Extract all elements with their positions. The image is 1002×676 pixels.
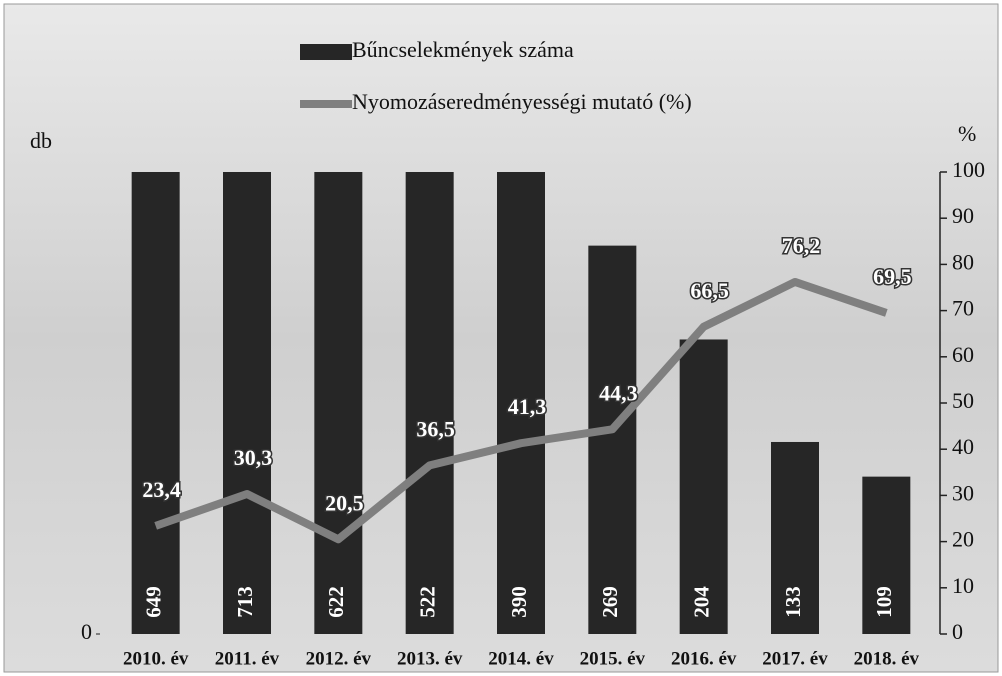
bar-value-label: 390 (507, 586, 531, 618)
plot-area (131, 172, 911, 635)
bar-value-label: 133 (781, 586, 805, 618)
y2-tick-label: 50 (952, 388, 974, 413)
y2-tick-label: 80 (952, 249, 974, 274)
y2-tick-label: 100 (952, 157, 985, 182)
bar (679, 339, 728, 634)
y2-tick-label: 30 (952, 480, 974, 505)
y2-tick-label: 20 (952, 527, 974, 552)
y2-tick-label: 90 (952, 203, 974, 228)
y-axis-label: db (30, 128, 52, 153)
line-value-label: 69,5 (873, 264, 912, 289)
y2-tick-label: 0 (952, 619, 963, 644)
bar-value-label: 204 (689, 586, 713, 618)
line-value-label: 20,5 (325, 490, 364, 515)
x-tick-label: 2017. év (762, 648, 828, 669)
y2-tick-label: 70 (952, 296, 974, 321)
bar (588, 245, 637, 634)
bar-value-label: 649 (141, 586, 165, 618)
y2-tick-label: 10 (952, 573, 974, 598)
y2-tick-label: 60 (952, 342, 974, 367)
y2-tick-label: 40 (952, 434, 974, 459)
line-value-label: 30,3 (234, 445, 273, 470)
y-tick-label: 0 (81, 619, 92, 644)
x-tick-label: 2012. év (306, 648, 372, 669)
y2-axis-label: % (958, 121, 976, 146)
bar-value-label: 713 (233, 586, 257, 618)
x-tick-label: 2011. év (215, 648, 280, 669)
line-value-label: 76,2 (782, 233, 821, 258)
x-tick-label: 2016. év (671, 648, 737, 669)
bar (131, 172, 180, 635)
legend-label: Bűncselekmények száma (352, 37, 574, 62)
bar (862, 476, 911, 634)
x-tick-label: 2015. év (580, 648, 646, 669)
bar (223, 172, 271, 635)
x-tick-label: 2013. év (397, 648, 463, 669)
line-value-label: 66,5 (690, 278, 729, 303)
bar (405, 172, 454, 635)
line-value-label: 41,3 (508, 394, 547, 419)
bar-value-label: 522 (415, 586, 439, 618)
bar (497, 172, 545, 634)
bar (771, 441, 819, 634)
bar-value-label: 109 (872, 586, 896, 618)
legend-swatch (300, 44, 352, 60)
x-tick-label: 2010. év (123, 648, 189, 669)
line-value-label: 44,3 (599, 380, 638, 405)
line (154, 277, 888, 544)
bar (314, 172, 363, 634)
bar-value-label: 622 (324, 586, 348, 618)
line-value-label: 23,4 (142, 477, 181, 502)
line-value-label: 36,5 (416, 416, 455, 441)
legend-label: Nyomozáseredményességi mutató (%) (352, 89, 692, 114)
x-tick-label: 2014. év (488, 648, 554, 669)
bar-value-label: 269 (598, 586, 622, 618)
x-tick-label: 2018. év (854, 648, 920, 669)
